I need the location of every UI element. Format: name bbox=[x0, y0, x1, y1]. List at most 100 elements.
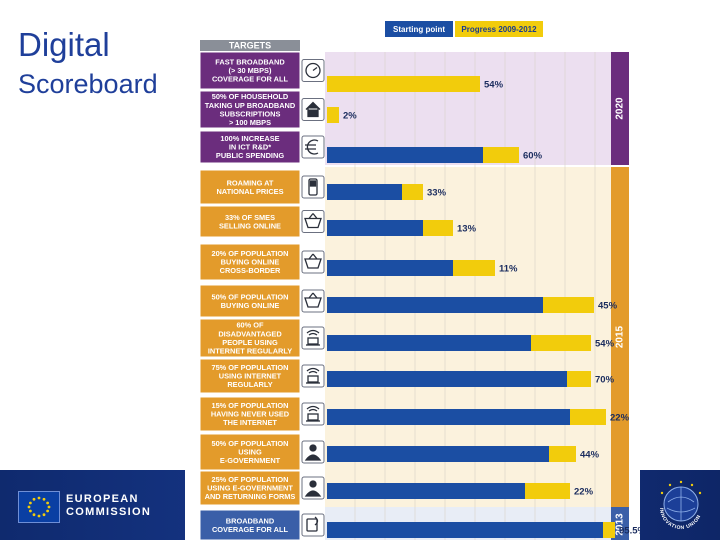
progress-bar bbox=[549, 446, 576, 462]
target-label-line: COVERAGE FOR ALL bbox=[212, 75, 289, 84]
speedometer-icon bbox=[305, 62, 321, 79]
target-label-box bbox=[199, 205, 301, 238]
progress-bar bbox=[603, 522, 615, 538]
target-label-box bbox=[199, 130, 301, 164]
target-label-box bbox=[199, 169, 301, 205]
target-label-line: 100% INCREASE bbox=[220, 134, 279, 143]
chart-svg: 2020 2015 2013 TARGETS Starting point Progres… bbox=[199, 21, 640, 540]
target-label: 100% INCREASE IN ICT R&D* PUBLIC SPENDING bbox=[216, 134, 284, 160]
target-label-line: THE INTERNET bbox=[223, 418, 277, 427]
legend-label-0: Starting point bbox=[393, 25, 445, 34]
shopping-basket-icon bbox=[304, 213, 322, 229]
starting-point-bar bbox=[327, 260, 453, 276]
target-label-line: INTERNET REGULARLY bbox=[208, 347, 292, 356]
year-column-2013 bbox=[611, 507, 629, 540]
progress-data-label: 22% bbox=[610, 413, 630, 424]
target-label-line: TAKING UP BROADBAND bbox=[205, 101, 296, 110]
organization-name-line2: COMMISSION bbox=[66, 506, 152, 518]
progress-data-label: 33% bbox=[427, 188, 447, 199]
progress-bar bbox=[483, 147, 519, 163]
starting-point-bar bbox=[327, 371, 567, 387]
wifi-laptop-icon bbox=[306, 367, 320, 384]
progress-data-label: 11% bbox=[499, 264, 518, 275]
target-label-line: (> 30 MBPS) bbox=[229, 66, 272, 75]
target-label-box bbox=[199, 358, 301, 394]
slide-title: Digital Scoreboard bbox=[18, 26, 158, 100]
target-label: FAST BROADBAND (> 30 MBPS) COVERAGE FOR AL… bbox=[212, 58, 289, 84]
house-icon bbox=[305, 101, 321, 118]
progress-bar bbox=[525, 483, 570, 499]
target-label-line: CROSS-BORDER bbox=[220, 266, 281, 275]
legend-label-1: Progress 2009-2012 bbox=[461, 25, 537, 34]
target-label: 60% OF DISADVANTAGED PEOPLE USING INTERNET … bbox=[208, 321, 292, 356]
target-label-line: BUYING ONLINE bbox=[221, 301, 280, 310]
progress-bar bbox=[423, 220, 453, 236]
progress-data-label: 45% bbox=[598, 301, 618, 312]
target-label-line: 50% OF HOUSEHOLD bbox=[212, 92, 289, 101]
target-label-line: NATIONAL PRICES bbox=[216, 187, 283, 196]
target-label: 15% OF POPULATION HAVING NEVER USED THE IN… bbox=[211, 401, 290, 427]
target-label-line: PEOPLE USING bbox=[222, 338, 278, 347]
target-label-box bbox=[199, 509, 301, 540]
eu-flag-icon bbox=[18, 491, 60, 523]
organization-name: EUROPEAN COMMISSION bbox=[66, 493, 151, 519]
target-label-line: 50% OF POPULATION bbox=[211, 292, 288, 301]
starting-point-bar bbox=[327, 446, 549, 462]
progress-data-label: 13% bbox=[457, 224, 477, 235]
starting-point-bar bbox=[327, 147, 483, 163]
target-label-line: ROAMING AT bbox=[227, 178, 274, 187]
target-label-line: REGULARLY bbox=[227, 380, 272, 389]
target-label-line: AND RETURNING FORMS bbox=[205, 492, 296, 501]
target-label-box bbox=[199, 470, 301, 506]
legend-swatch-1 bbox=[455, 21, 543, 37]
progress-bar bbox=[327, 76, 480, 92]
progress-data-label: 54% bbox=[595, 339, 615, 350]
target-label-line: 25% OF POPULATION bbox=[211, 475, 288, 484]
year-column-2020 bbox=[611, 52, 629, 165]
target-label: ROAMING AT NATIONAL PRICES bbox=[216, 178, 283, 196]
progress-bar bbox=[453, 260, 495, 276]
target-label-box bbox=[199, 90, 301, 129]
euro-icon-box bbox=[301, 135, 325, 159]
target-label-line: SUBSCRIPTIONS bbox=[220, 109, 281, 118]
digital-scoreboard-chart: 2020 2015 2013 TARGETS Starting point Progres… bbox=[185, 2, 640, 540]
progress-data-label: 70% bbox=[595, 375, 615, 386]
starting-point-bar bbox=[327, 184, 402, 200]
starting-point-bar bbox=[327, 409, 570, 425]
target-label-box bbox=[199, 243, 301, 281]
target-label-line: 50% OF POPULATION bbox=[211, 439, 288, 448]
target-label-box bbox=[199, 284, 301, 318]
target-label-line: BROADBAND bbox=[226, 516, 275, 525]
targets-header bbox=[200, 40, 300, 51]
year-band-2020 bbox=[325, 52, 611, 165]
targets-header-label: TARGETS bbox=[229, 41, 271, 51]
wifi-laptop-icon bbox=[306, 405, 320, 422]
starting-point-bar bbox=[327, 483, 525, 499]
citizen-icon bbox=[304, 480, 322, 497]
slide-title-line2: Scoreboard bbox=[18, 68, 158, 99]
target-label: 50% OF POPULATION BUYING ONLINE bbox=[211, 292, 288, 310]
year-label-2020: 2020 bbox=[615, 97, 626, 120]
progress-data-label: 95.5% bbox=[619, 526, 640, 537]
year-label-2013: 2013 bbox=[615, 513, 626, 536]
citizen-icon bbox=[304, 444, 322, 461]
target-label-line: IN ICT R&D* bbox=[229, 143, 271, 152]
target-label-line: PUBLIC SPENDING bbox=[216, 151, 284, 160]
target-label-line: USING INTERNET bbox=[219, 372, 282, 381]
progress-data-label: 54% bbox=[484, 80, 504, 91]
mobile-phone-icon bbox=[308, 178, 318, 196]
target-label-line: 33% OF SMES bbox=[225, 213, 275, 222]
progress-bar bbox=[570, 409, 606, 425]
target-label-line: 20% OF POPULATION bbox=[211, 249, 288, 258]
target-label-line: 75% OF POPULATION bbox=[211, 363, 288, 372]
mobile-phone-icon-box bbox=[301, 175, 325, 199]
target-label: 33% OF SMES SELLING ONLINE bbox=[219, 213, 281, 231]
target-label-box bbox=[199, 433, 301, 471]
starting-point-bar bbox=[327, 522, 603, 538]
target-label: 50% OF POPULATION USING E-GOVERNMENT bbox=[211, 439, 288, 465]
legend-swatch-0 bbox=[385, 21, 453, 37]
progress-bar bbox=[567, 371, 591, 387]
innovation-union-badge: INNOVATION UNION bbox=[658, 480, 702, 531]
target-label: BROADBAND COVERAGE FOR ALL bbox=[212, 516, 289, 534]
target-label-box bbox=[199, 51, 301, 90]
